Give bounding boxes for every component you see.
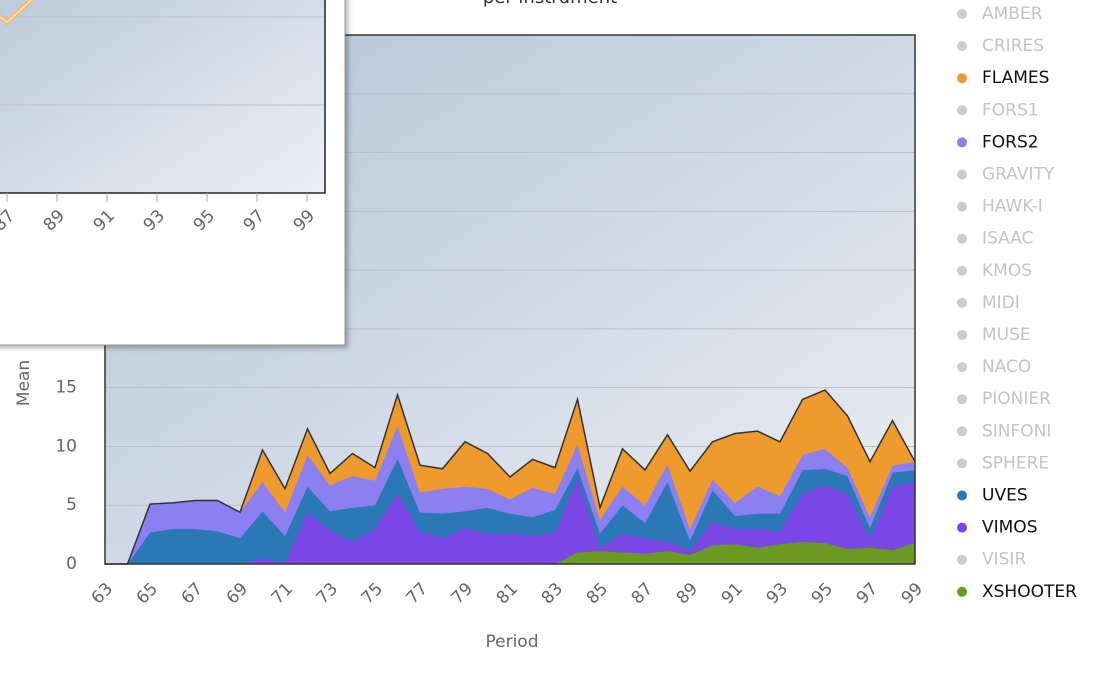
legend-label[interactable]: AMBER <box>982 4 1043 24</box>
x-tick-label: 85 <box>583 579 612 608</box>
popup-plot <box>0 0 325 193</box>
x-axis-title: Period <box>485 632 538 652</box>
legend-marker <box>957 105 967 116</box>
legend-marker <box>957 586 967 597</box>
legend-label[interactable]: PIONIER <box>982 389 1051 409</box>
popup-window: 010208587899193959799 <box>0 0 346 346</box>
legend-label[interactable]: VISIR <box>982 550 1026 570</box>
legend-marker <box>957 137 967 148</box>
x-tick-label: 71 <box>268 579 297 608</box>
legend-label[interactable]: VIMOS <box>982 518 1037 538</box>
legend-label[interactable]: FLAMES <box>982 68 1049 88</box>
legend-marker <box>957 169 967 180</box>
x-tick-label: 79 <box>448 579 477 608</box>
legend-label[interactable]: UVES <box>982 486 1028 506</box>
legend-marker <box>957 73 967 84</box>
x-tick-label: 93 <box>763 579 792 608</box>
y-tick-label: 0 <box>66 554 77 574</box>
x-tick-label: 77 <box>403 579 432 608</box>
legend-label[interactable]: NACO <box>982 357 1031 377</box>
x-tick-label: 97 <box>853 579 882 608</box>
legend-marker <box>957 201 967 212</box>
legend-label[interactable]: ISAAC <box>982 229 1033 249</box>
legend-marker <box>957 554 967 565</box>
legend-label[interactable]: SPHERE <box>982 453 1049 473</box>
legend-marker <box>957 330 967 340</box>
x-tick-label: 89 <box>673 579 702 608</box>
legend-marker <box>957 362 967 373</box>
legend-marker <box>957 394 967 405</box>
legend-label[interactable]: HAWK-I <box>982 197 1043 217</box>
x-tick-label: 81 <box>493 579 522 608</box>
x-tick-label: 63 <box>88 579 117 608</box>
x-tick-label: 65 <box>133 579 162 608</box>
legend-marker <box>957 233 967 244</box>
legend-marker <box>957 297 967 308</box>
legend-marker <box>957 490 967 501</box>
legend-label[interactable]: SINFONI <box>982 421 1051 441</box>
x-tick-label: 95 <box>808 579 837 608</box>
x-tick-label: 69 <box>223 579 252 608</box>
x-tick-label: 73 <box>313 579 342 608</box>
line-series-core <box>0 0 33 24</box>
legend-marker <box>957 9 967 19</box>
x-tick-label: 83 <box>538 579 567 608</box>
y-axis-title: Mean <box>14 360 34 406</box>
legend-marker <box>957 458 967 469</box>
legend-label[interactable]: CRIRES <box>982 36 1044 56</box>
legend-label[interactable]: MUSE <box>982 325 1031 345</box>
chart-title: per instrument <box>483 0 617 8</box>
x-tick-label: 99 <box>898 579 927 608</box>
legend-marker <box>957 426 967 437</box>
y-tick-label: 15 <box>55 378 77 398</box>
popup-plot-frame <box>0 0 326 194</box>
popup-plot-background <box>0 0 325 193</box>
legend-label[interactable]: KMOS <box>982 261 1032 281</box>
legend-label[interactable]: XSHOOTER <box>982 582 1077 602</box>
legend-label[interactable]: GRAVITY <box>982 165 1055 185</box>
legend-label[interactable]: FORS2 <box>982 132 1039 152</box>
legend-marker <box>957 41 967 52</box>
stack-outline <box>105 389 916 565</box>
y-tick-label: 10 <box>55 436 77 456</box>
legend-label[interactable]: FORS1 <box>982 100 1039 120</box>
y-tick-label: 5 <box>66 495 77 515</box>
x-tick-label: 91 <box>718 579 747 608</box>
x-tick-label: 67 <box>178 579 207 608</box>
x-tick-label: 75 <box>358 579 387 608</box>
legend-marker <box>957 522 967 533</box>
x-tick-label: 87 <box>628 579 657 608</box>
legend-label[interactable]: MIDI <box>982 293 1020 313</box>
legend-marker <box>957 265 967 276</box>
